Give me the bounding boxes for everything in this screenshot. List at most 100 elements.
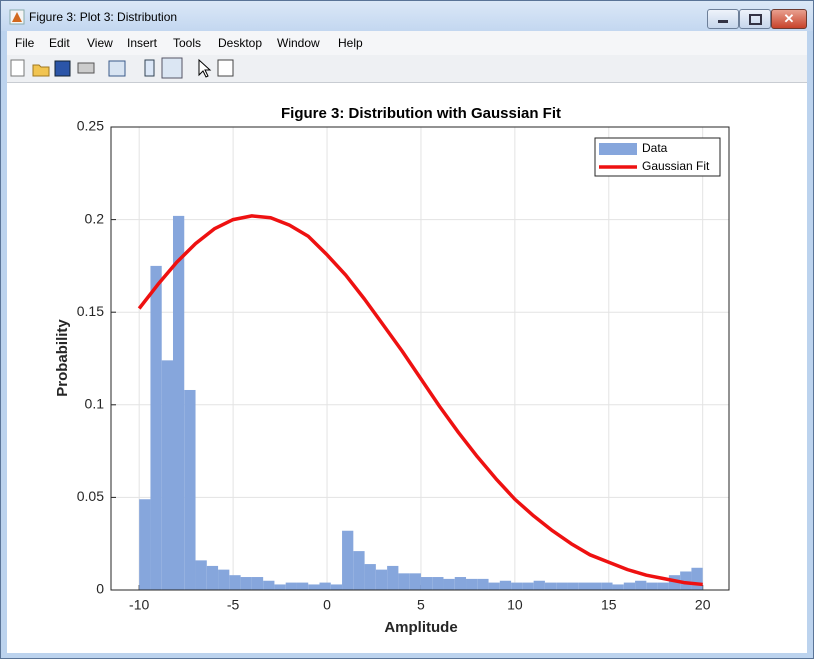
menu-item[interactable]: Edit (49, 36, 70, 50)
histogram-bar (466, 578, 478, 590)
histogram-bar (218, 569, 230, 590)
y-tick-label: 0.15 (77, 303, 104, 319)
menu-item[interactable]: Window (277, 36, 320, 50)
y-axis-label: Probability (54, 319, 71, 397)
axes-box (110, 126, 730, 591)
histogram-bar (488, 582, 500, 590)
colorbar-icon[interactable] (144, 59, 155, 77)
histogram-bar (251, 577, 264, 590)
histogram-bar (296, 582, 309, 590)
menu-bar: File Edit View Insert Tools Desktop Window Help (7, 31, 807, 55)
histogram-bar (398, 573, 410, 590)
histogram-bar (387, 565, 399, 590)
histogram-bar (567, 582, 579, 590)
legend-icon[interactable] (161, 57, 183, 79)
histogram-bar (240, 577, 252, 590)
histogram-bar (680, 571, 692, 590)
legend-label: Gaussian Fit (642, 159, 710, 173)
app-icon (9, 9, 25, 25)
toolbar (7, 55, 807, 83)
x-tick-label: -10 (129, 597, 149, 613)
histogram-bar (353, 551, 365, 590)
chart-title: Figure 3: Distribution with Gaussian Fit (281, 105, 561, 122)
histogram-bar (499, 580, 512, 590)
print-icon[interactable] (77, 62, 95, 74)
histogram-bar (308, 584, 320, 590)
histogram-bar (150, 265, 162, 590)
histogram-bar (184, 389, 196, 590)
histogram-bar (612, 584, 624, 590)
x-tick-label: 0 (323, 597, 331, 613)
histogram-bar (635, 580, 647, 590)
histogram-bar (139, 499, 151, 590)
plot-area (111, 127, 729, 590)
histogram-bar (454, 577, 467, 590)
menu-item[interactable]: Help (338, 36, 363, 50)
histogram-bar (229, 575, 241, 590)
x-tick-label: 5 (417, 597, 425, 613)
menu-item[interactable]: File (15, 36, 35, 50)
histogram-bar (172, 215, 185, 590)
chart: Figure 3: Distribution with Gaussian Fit… (54, 105, 730, 636)
histogram-bar (443, 578, 455, 590)
x-tick-label: 10 (507, 597, 523, 613)
y-tick-label: 0.05 (77, 488, 104, 504)
new-icon[interactable] (10, 59, 25, 77)
title-bar: Figure 3: Plot 3: Distribution ✕ (1, 1, 813, 31)
pointer-icon[interactable] (198, 58, 212, 78)
histogram-bar (409, 573, 421, 590)
histogram-bar (342, 530, 354, 590)
y-tick-label: 0.2 (85, 210, 105, 226)
fit-line (137, 214, 703, 587)
histogram-bar (544, 582, 557, 590)
y-tick-label: 0 (96, 581, 104, 597)
histogram-bar (195, 560, 207, 590)
legend-label: Data (642, 141, 668, 155)
histogram-bar (511, 582, 523, 590)
legend-swatch (599, 143, 637, 155)
histogram-bar (668, 575, 681, 590)
histogram-bar (420, 577, 433, 590)
window-title: Figure 3: Plot 3: Distribution (29, 10, 178, 24)
histogram-bar (285, 582, 297, 590)
maximize-button[interactable] (739, 9, 771, 29)
y-tick-label: 0.25 (77, 118, 104, 134)
save-icon[interactable] (54, 60, 71, 77)
open-icon[interactable] (32, 64, 50, 77)
histogram-bar (432, 577, 444, 590)
y-tick-label: 0.1 (85, 396, 105, 412)
histogram-bar (691, 567, 703, 590)
toolbar-icons (10, 57, 234, 79)
menu-item[interactable]: Desktop (218, 36, 263, 50)
histogram-bar (646, 582, 658, 590)
histogram-bar (375, 569, 388, 590)
histogram-bar (657, 582, 669, 590)
histogram-bar (533, 580, 545, 590)
histogram-bar (589, 582, 602, 590)
histogram-bar (274, 584, 286, 590)
minimize-button[interactable] (707, 9, 739, 29)
histogram-bar (330, 584, 343, 590)
histogram-bar (161, 360, 173, 590)
menu-item[interactable]: Tools (173, 36, 202, 50)
x-tick-label: 15 (601, 597, 617, 613)
legend: Data Gaussian Fit (594, 137, 721, 177)
histogram-bar (364, 564, 376, 590)
x-axis-label: Amplitude (384, 619, 457, 636)
close-button[interactable]: ✕ (771, 9, 807, 29)
histogram-bar (578, 582, 590, 590)
figure-area: Figure 3: Distribution with Gaussian Fit… (7, 83, 807, 653)
histogram-bar (263, 580, 275, 590)
histogram-bar (556, 582, 568, 590)
menu-item[interactable]: View (87, 36, 113, 50)
menu-item[interactable]: Insert (127, 36, 158, 50)
property-icon[interactable] (217, 59, 234, 77)
histogram-bar (623, 582, 636, 590)
histogram-bar (601, 582, 613, 590)
histogram-bar (522, 582, 534, 590)
x-tick-label: 20 (695, 597, 711, 613)
histogram-bar (206, 565, 219, 590)
x-tick-label: -5 (227, 597, 240, 613)
link-icon[interactable] (108, 60, 126, 77)
